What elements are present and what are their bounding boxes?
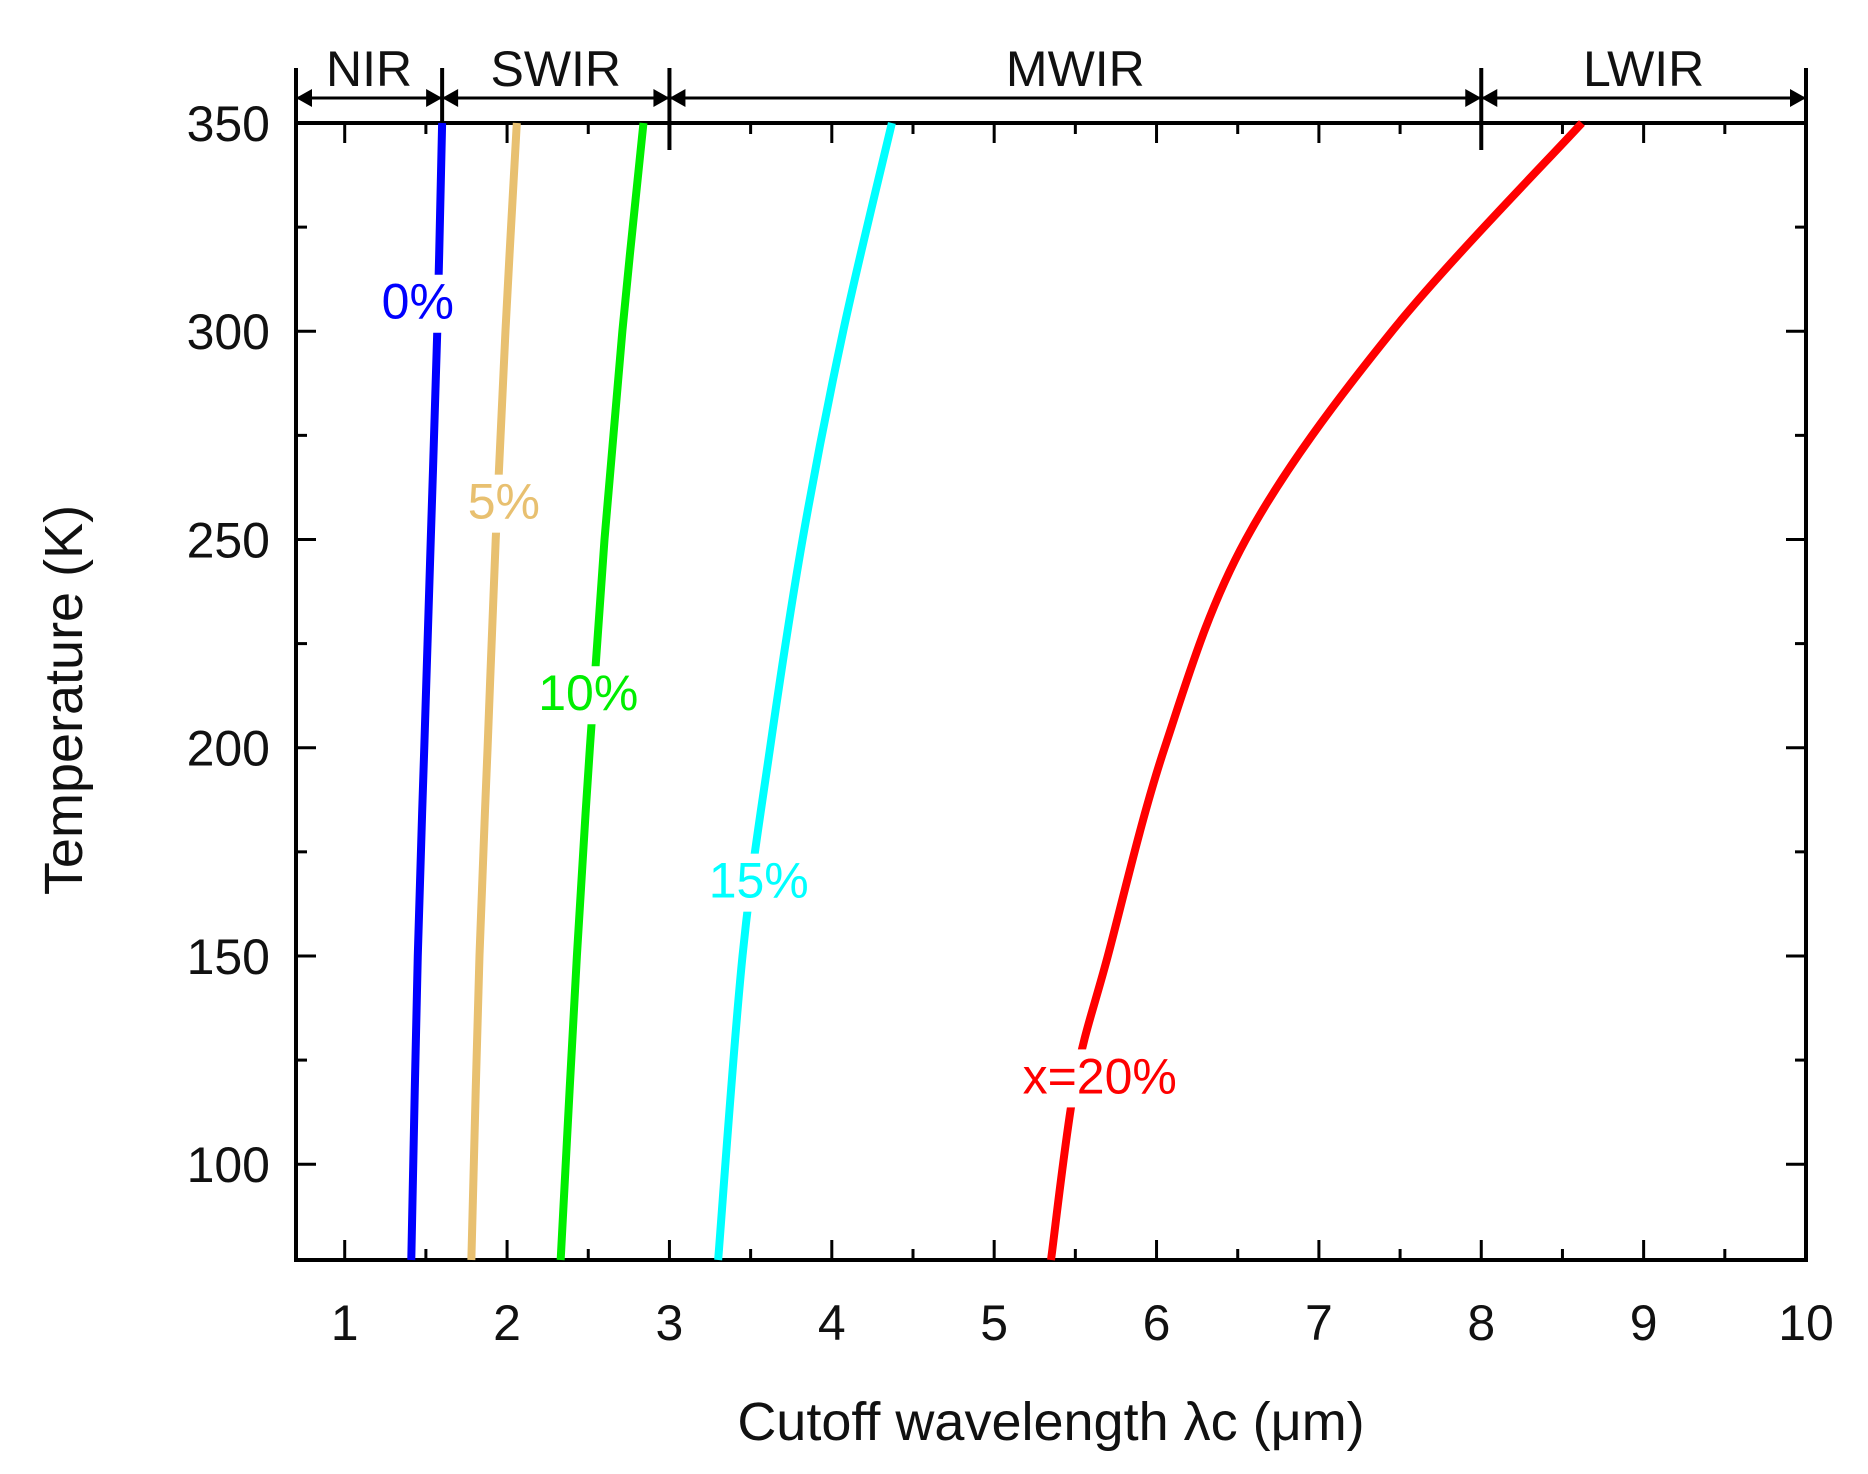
y-tick-label: 150 — [187, 929, 270, 985]
series-label-background — [466, 474, 541, 533]
band-arrowhead-left — [296, 89, 312, 107]
series-label-background — [536, 666, 640, 725]
x-tick-label: 4 — [818, 1295, 846, 1351]
band-label: NIR — [326, 41, 412, 97]
x-tick-label: 9 — [1630, 1295, 1658, 1351]
band-arrowhead-right — [1790, 89, 1806, 107]
spectral-bands: NIR SWIR MWIR LWIR — [294, 41, 1808, 150]
band-arrowhead-right — [653, 89, 670, 107]
band-label: MWIR — [1006, 41, 1145, 97]
series-line — [556, 122, 648, 1261]
y-tick-label: 300 — [187, 304, 270, 360]
series-lines — [407, 120, 1585, 1261]
y-tick-label: 200 — [187, 721, 270, 777]
band-arrowhead-left — [669, 89, 686, 107]
band-label: LWIR — [1583, 41, 1704, 97]
band-arrowhead-left — [1481, 89, 1498, 107]
x-tick-label: 6 — [1143, 1295, 1171, 1351]
series-label: 10% — [538, 665, 638, 721]
x-tick-label: 10 — [1778, 1295, 1834, 1351]
x-axis-title: Cutoff wavelength λc (μm) — [737, 1392, 1364, 1452]
series-label-background — [380, 274, 455, 333]
band-label: SWIR — [491, 41, 622, 97]
x-tick-label: 5 — [980, 1295, 1008, 1351]
y-tick-label: 100 — [187, 1137, 270, 1193]
x-tick-label: 1 — [331, 1295, 359, 1351]
series-label: 0% — [382, 274, 454, 330]
series-label-background — [1019, 1049, 1181, 1108]
band-arrowhead-right — [426, 89, 443, 107]
y-tick-label: 350 — [187, 96, 270, 152]
series-labels: 0% 5% 10% 15% x=20% — [380, 274, 1181, 1108]
series-label: x=20% — [1023, 1048, 1177, 1104]
x-tick-label: 7 — [1305, 1295, 1333, 1351]
x-tick-label: 3 — [656, 1295, 684, 1351]
band-arrowhead-right — [1465, 89, 1482, 107]
series-label-background — [707, 853, 811, 912]
y-axis-title: Temperature (K) — [34, 505, 94, 895]
x-axis-ticks: 1 2 3 4 5 6 7 8 9 10 — [331, 123, 1834, 1351]
band-arrowhead-left — [442, 89, 459, 107]
series-line — [467, 122, 521, 1261]
y-axis-ticks: 100 150 200 250 300 350 — [187, 96, 1806, 1193]
y-tick-label: 250 — [187, 512, 270, 568]
x-tick-label: 2 — [493, 1295, 521, 1351]
series-label: 5% — [468, 474, 540, 530]
series-label: 15% — [709, 853, 809, 909]
series-line — [714, 122, 896, 1261]
x-tick-label: 8 — [1467, 1295, 1495, 1351]
